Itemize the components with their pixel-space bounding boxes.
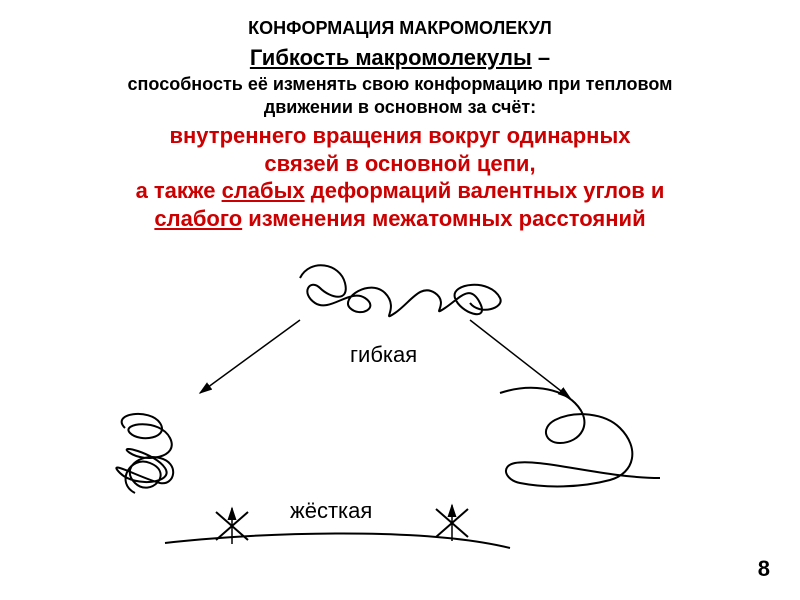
body-line-1: способность её изменять свою конформацию… (128, 74, 673, 94)
body-line-2: движении в основном за счёт: (264, 97, 536, 117)
subtitle: Гибкость макромолекулы (250, 45, 532, 70)
page-number: 8 (758, 556, 770, 582)
red-line-3a: а также (136, 178, 222, 203)
arrow-left (200, 320, 300, 393)
red-line-3c: деформаций валентных углов и (305, 178, 665, 203)
top-coil (300, 265, 501, 316)
left-coil (116, 414, 173, 493)
subtitle-dash: – (532, 45, 550, 70)
body-text: способность её изменять свою конформацию… (40, 73, 760, 118)
red-line-4b: изменения межатомных расстояний (242, 206, 645, 231)
bottom-line (165, 533, 510, 548)
right-coil (500, 388, 660, 487)
slide-title: КОНФОРМАЦИЯ МАКРОМОЛЕКУЛ (40, 18, 760, 39)
red-line-3b: слабых (222, 178, 305, 203)
cross-2 (436, 505, 468, 541)
slide: КОНФОРМАЦИЯ МАКРОМОЛЕКУЛ Гибкость макром… (0, 0, 800, 600)
label-flexible: гибкая (350, 342, 417, 368)
label-rigid: жёсткая (290, 498, 372, 524)
diagram-svg (0, 248, 800, 578)
subtitle-line: Гибкость макромолекулы – (40, 45, 760, 71)
red-line-1: внутреннего вращения вокруг одинарных (169, 123, 630, 148)
arrow-right (470, 320, 570, 398)
red-line-4a: слабого (154, 206, 242, 231)
red-line-2: связей в основной цепи, (264, 151, 535, 176)
emphasis-block: внутреннего вращения вокруг одинарных св… (40, 122, 760, 232)
